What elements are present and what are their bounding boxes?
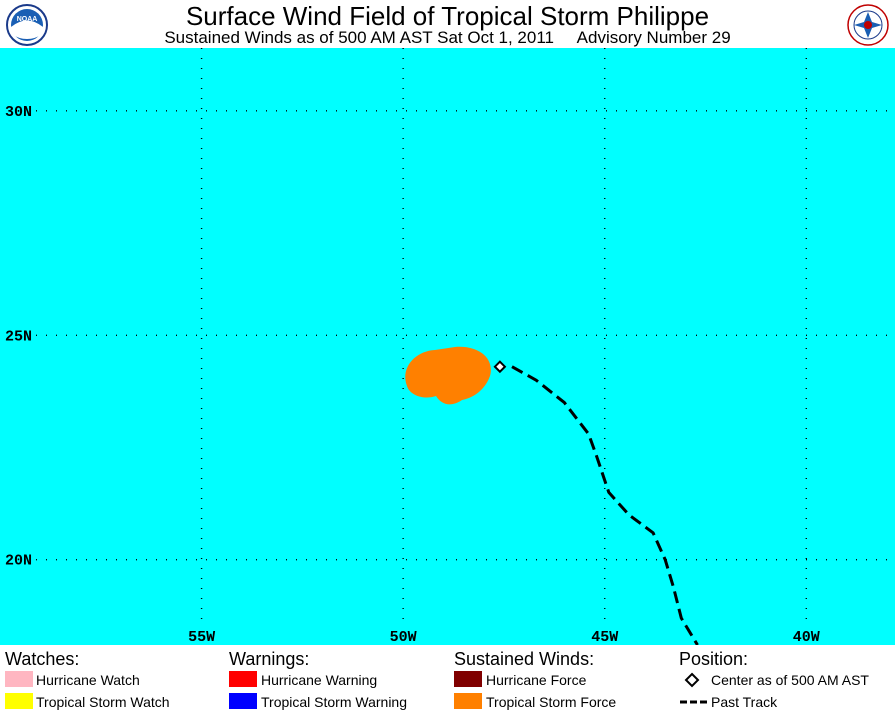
hurricane-force-label: Hurricane Force xyxy=(486,672,587,688)
svg-text:NOAA: NOAA xyxy=(17,16,38,23)
map-title: Surface Wind Field of Tropical Storm Phi… xyxy=(185,1,710,31)
legend: Watches: Hurricane Watch Tropical Storm … xyxy=(0,645,895,716)
tropical-storm-force-label: Tropical Storm Force xyxy=(486,694,617,710)
ocean-background xyxy=(0,48,895,645)
tropical-storm-watch-label: Tropical Storm Watch xyxy=(36,694,170,710)
past-track-line-icon xyxy=(680,700,708,704)
center-position-label: Center as of 500 AM AST xyxy=(711,672,869,688)
lat-lon-gridlines xyxy=(36,48,895,624)
legend-warnings-heading: Warnings: xyxy=(229,649,310,669)
tropical-storm-watch-swatch xyxy=(5,693,33,709)
lon-label-40: 40W xyxy=(793,629,820,645)
tropical-storm-force-wind-area xyxy=(405,346,491,405)
header: NOAA Surface Wind Field of Tropical Stor… xyxy=(0,0,895,48)
past-track xyxy=(511,365,699,645)
tropical-storm-warning-swatch xyxy=(229,693,257,709)
hurricane-watch-label: Hurricane Watch xyxy=(36,672,140,688)
legend-watches-heading: Watches: xyxy=(5,649,80,669)
tropical-storm-force-swatch xyxy=(454,693,482,709)
hurricane-force-swatch xyxy=(454,671,482,687)
tropical-storm-warning-label: Tropical Storm Warning xyxy=(261,694,408,710)
map-area[interactable]: 30N 25N 20N 55W 50W 45W 40W xyxy=(0,48,895,645)
legend-position-heading: Position: xyxy=(679,649,749,669)
lat-label-20: 20N xyxy=(5,553,32,570)
lon-label-50: 50W xyxy=(390,629,417,645)
storm-center-diamond xyxy=(493,360,507,374)
past-track-line xyxy=(511,365,699,645)
lat-label-25: 25N xyxy=(5,328,32,345)
legend-winds-heading: Sustained Winds: xyxy=(454,649,595,669)
storm-center-marker xyxy=(493,360,507,374)
map-subtitle: Sustained Winds as of 500 AM AST Sat Oct… xyxy=(164,28,731,47)
lat-label-30: 30N xyxy=(5,104,32,121)
nws-logo xyxy=(847,4,889,46)
hurricane-warning-label: Hurricane Warning xyxy=(261,672,378,688)
center-diamond-icon xyxy=(684,672,700,688)
lon-label-45: 45W xyxy=(591,629,618,645)
lon-label-55: 55W xyxy=(188,629,215,645)
hurricane-watch-swatch xyxy=(5,671,33,687)
hurricane-warning-swatch xyxy=(229,671,257,687)
axis-labels: 30N 25N 20N 55W 50W 45W 40W xyxy=(5,104,820,645)
past-track-label: Past Track xyxy=(711,694,778,710)
noaa-logo: NOAA xyxy=(6,4,48,46)
